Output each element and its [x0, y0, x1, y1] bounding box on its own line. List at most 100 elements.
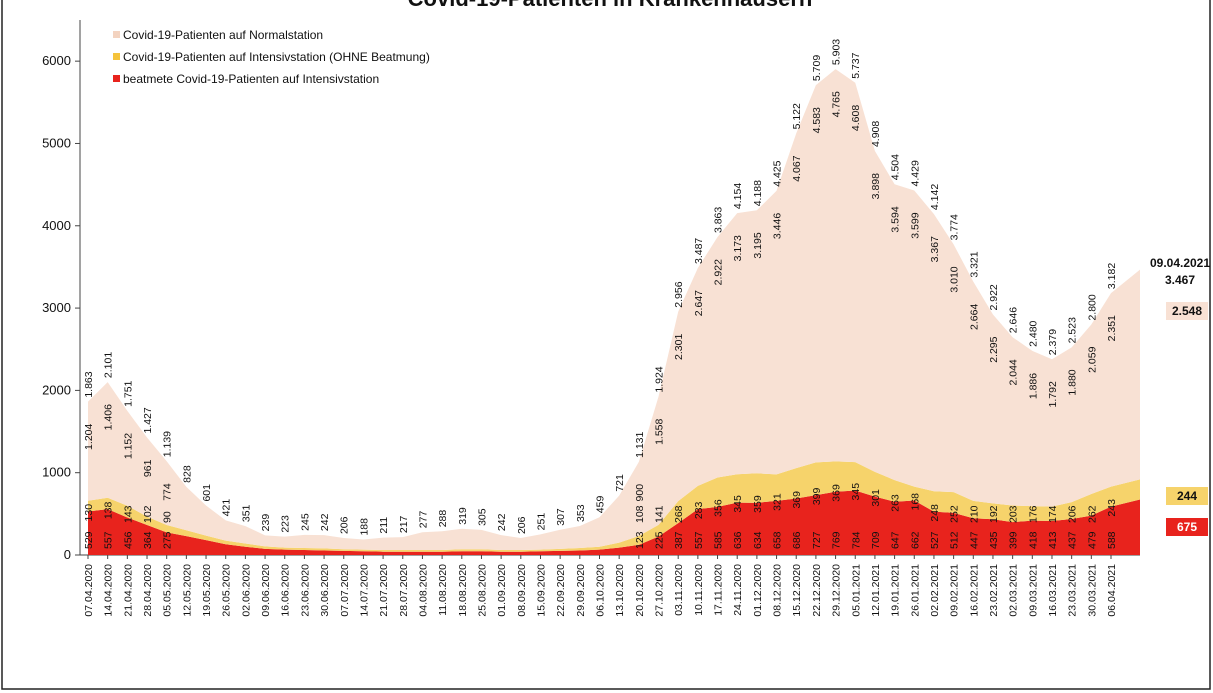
data-label: 1.880 — [1067, 369, 1079, 395]
x-tick-label: 28.04.2020 — [142, 564, 154, 617]
total-label: 217 — [398, 515, 410, 533]
data-label: 174 — [1047, 505, 1059, 523]
total-label: 277 — [417, 511, 429, 529]
data-label: 283 — [693, 501, 705, 519]
data-label: 2.647 — [693, 290, 705, 316]
total-label: 601 — [201, 484, 213, 502]
x-tick-label: 12.01.2021 — [870, 564, 882, 617]
data-label: 727 — [811, 531, 823, 549]
data-label: 168 — [909, 493, 921, 511]
total-label: 245 — [299, 513, 311, 531]
data-label: 774 — [162, 483, 174, 501]
total-label: 1.863 — [83, 371, 95, 397]
total-label: 211 — [378, 517, 390, 534]
data-label: 399 — [811, 487, 823, 505]
data-label: 437 — [1067, 531, 1079, 549]
total-label: 4.504 — [890, 154, 902, 180]
area — [88, 69, 1140, 551]
data-label: 961 — [142, 459, 154, 477]
total-label: 721 — [614, 474, 626, 492]
data-label: 252 — [949, 505, 961, 523]
x-tick-label: 16.06.2020 — [280, 564, 292, 617]
legend-marker — [113, 75, 120, 82]
data-label: 1.558 — [654, 418, 666, 444]
x-tick-label: 11.08.2020 — [437, 564, 449, 616]
data-label: 369 — [791, 491, 803, 509]
total-label: 3.487 — [693, 238, 705, 264]
data-label: 4.067 — [791, 155, 803, 181]
data-label: 4.608 — [850, 105, 862, 131]
x-tick-label: 27.10.2020 — [654, 564, 666, 617]
data-label: 557 — [103, 531, 115, 549]
legend-label: Covid-19-Patienten auf Intensivstation (… — [123, 50, 430, 64]
latest-label: 244 — [1177, 489, 1197, 503]
area — [88, 461, 1140, 552]
x-tick-label: 19.01.2021 — [890, 564, 902, 617]
data-label: 263 — [890, 494, 902, 512]
latest-label: 2.548 — [1172, 304, 1202, 318]
data-label: 2.351 — [1106, 315, 1118, 341]
x-tick-label: 06.10.2020 — [595, 564, 607, 617]
x-tick-label: 21.04.2020 — [122, 564, 134, 617]
x-tick-label: 09.06.2020 — [260, 564, 272, 617]
y-tick-label: 0 — [64, 547, 71, 562]
x-tick-label: 22.09.2020 — [555, 564, 567, 617]
total-label: 4.429 — [909, 160, 921, 186]
x-tick-label: 23.03.2021 — [1067, 564, 1079, 617]
total-label: 5.709 — [811, 55, 823, 81]
data-label: 203 — [1008, 505, 1020, 523]
data-label: 1.886 — [1027, 373, 1039, 399]
data-label: 141 — [654, 505, 666, 523]
x-tick-label: 09.03.2021 — [1027, 564, 1039, 617]
data-label: 418 — [1027, 531, 1039, 549]
total-label: 3.182 — [1106, 263, 1118, 289]
data-label: 345 — [732, 495, 744, 513]
x-tick-label: 16.02.2021 — [968, 564, 980, 617]
data-label: 3.898 — [870, 173, 882, 199]
data-label: 3.173 — [732, 235, 744, 261]
y-tick-label: 3000 — [42, 300, 71, 315]
total-label: 1.139 — [162, 431, 174, 457]
total-label: 2.922 — [988, 284, 1000, 310]
x-tick-label: 15.09.2020 — [535, 564, 547, 617]
latest-box — [1166, 518, 1208, 536]
data-label: 447 — [968, 531, 980, 549]
total-label: 1.924 — [654, 366, 666, 392]
total-label: 4.908 — [870, 121, 882, 147]
total-label: 1.427 — [142, 407, 154, 433]
data-label: 108 — [634, 505, 646, 523]
data-label: 662 — [909, 531, 921, 549]
data-label: 413 — [1047, 531, 1059, 549]
data-label: 1.406 — [103, 404, 115, 430]
total-label: 188 — [358, 518, 370, 536]
latest-date: 09.04.2021 — [1150, 256, 1210, 270]
data-label: 369 — [831, 484, 843, 502]
x-tick-label: 06.04.2021 — [1106, 564, 1118, 617]
x-tick-label: 22.12.2020 — [811, 564, 823, 617]
total-label: 305 — [476, 508, 488, 526]
legend-marker — [113, 31, 120, 38]
total-label: 5.122 — [791, 103, 803, 129]
data-label: 900 — [634, 484, 646, 502]
x-tick-label: 08.12.2020 — [772, 564, 784, 617]
y-tick-label: 6000 — [42, 53, 71, 68]
data-label: 210 — [968, 505, 980, 523]
x-tick-label: 26.01.2021 — [909, 564, 921, 617]
data-label: 2.301 — [673, 334, 685, 360]
data-label: 2.295 — [988, 336, 1000, 362]
data-label: 192 — [988, 505, 1000, 523]
data-label: 1.792 — [1047, 381, 1059, 407]
data-label: 248 — [929, 504, 941, 522]
total-label: 828 — [181, 465, 193, 483]
total-label: 5.903 — [831, 39, 843, 65]
data-label: 301 — [870, 489, 882, 507]
x-tick-label: 20.10.2020 — [634, 564, 646, 617]
total-label: 288 — [437, 510, 449, 528]
data-label: 130 — [83, 504, 95, 522]
total-label: 2.800 — [1086, 294, 1098, 320]
data-label: 206 — [1067, 505, 1079, 523]
x-tick-label: 12.05.2020 — [181, 564, 193, 617]
data-label: 3.446 — [772, 213, 784, 239]
x-tick-label: 01.12.2020 — [752, 564, 764, 617]
data-label: 1.204 — [83, 424, 95, 450]
